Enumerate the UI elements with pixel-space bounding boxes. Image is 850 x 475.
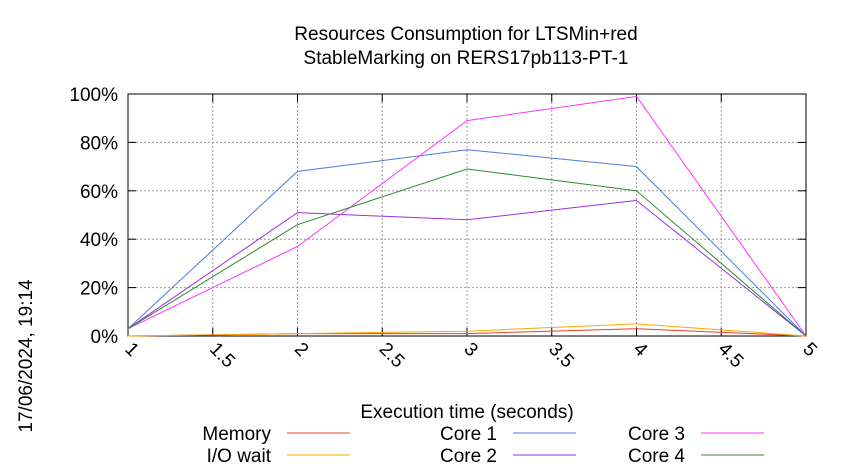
grid-lines (128, 94, 806, 336)
chart-title-line-1: Resources Consumption for LTSMin+red (294, 24, 637, 45)
series-lines (127, 95, 807, 337)
chart-title: Resources Consumption for LTSMin+red Sta… (294, 24, 637, 69)
series-line-core-1 (127, 149, 807, 337)
y-tick-label: 40% (80, 230, 118, 251)
y-tick-label: 0% (91, 327, 119, 348)
x-tick-label: 1 (120, 339, 142, 361)
x-tick-label: 4 (629, 339, 652, 362)
x-tick-label: 3.5 (544, 339, 578, 373)
x-tick-label: 5 (798, 339, 820, 361)
legend-label: Core 3 (628, 424, 685, 445)
y-tick-label: 80% (80, 133, 118, 154)
legend-label: I/O wait (207, 446, 272, 467)
timestamp-label: 17/06/2024, 19:14 (16, 279, 37, 433)
chart-title-line-2: StableMarking on RERS17pb113-PT-1 (304, 48, 629, 69)
x-tick-label: 1.5 (205, 339, 239, 373)
y-tick-label: 20% (80, 279, 118, 300)
legend-label: Core 4 (628, 446, 685, 467)
y-tick-label: 100% (69, 85, 118, 106)
series-line-core-3 (127, 95, 807, 337)
x-tick-label: 4.5 (714, 339, 748, 373)
x-tick-label: 3 (459, 339, 481, 361)
legend-label: Core 2 (440, 446, 497, 467)
y-tick-label: 60% (80, 182, 118, 203)
legend-label: Memory (202, 424, 271, 445)
legend-label: Core 1 (440, 424, 497, 445)
series-line-i-o-wait (127, 323, 807, 337)
series-line-core-2 (127, 199, 807, 337)
series-line-core-4 (127, 168, 807, 337)
x-axis-label: Execution time (seconds) (360, 402, 573, 423)
x-tick-label: 2 (290, 339, 312, 361)
x-tick-label: 2.5 (375, 339, 409, 373)
